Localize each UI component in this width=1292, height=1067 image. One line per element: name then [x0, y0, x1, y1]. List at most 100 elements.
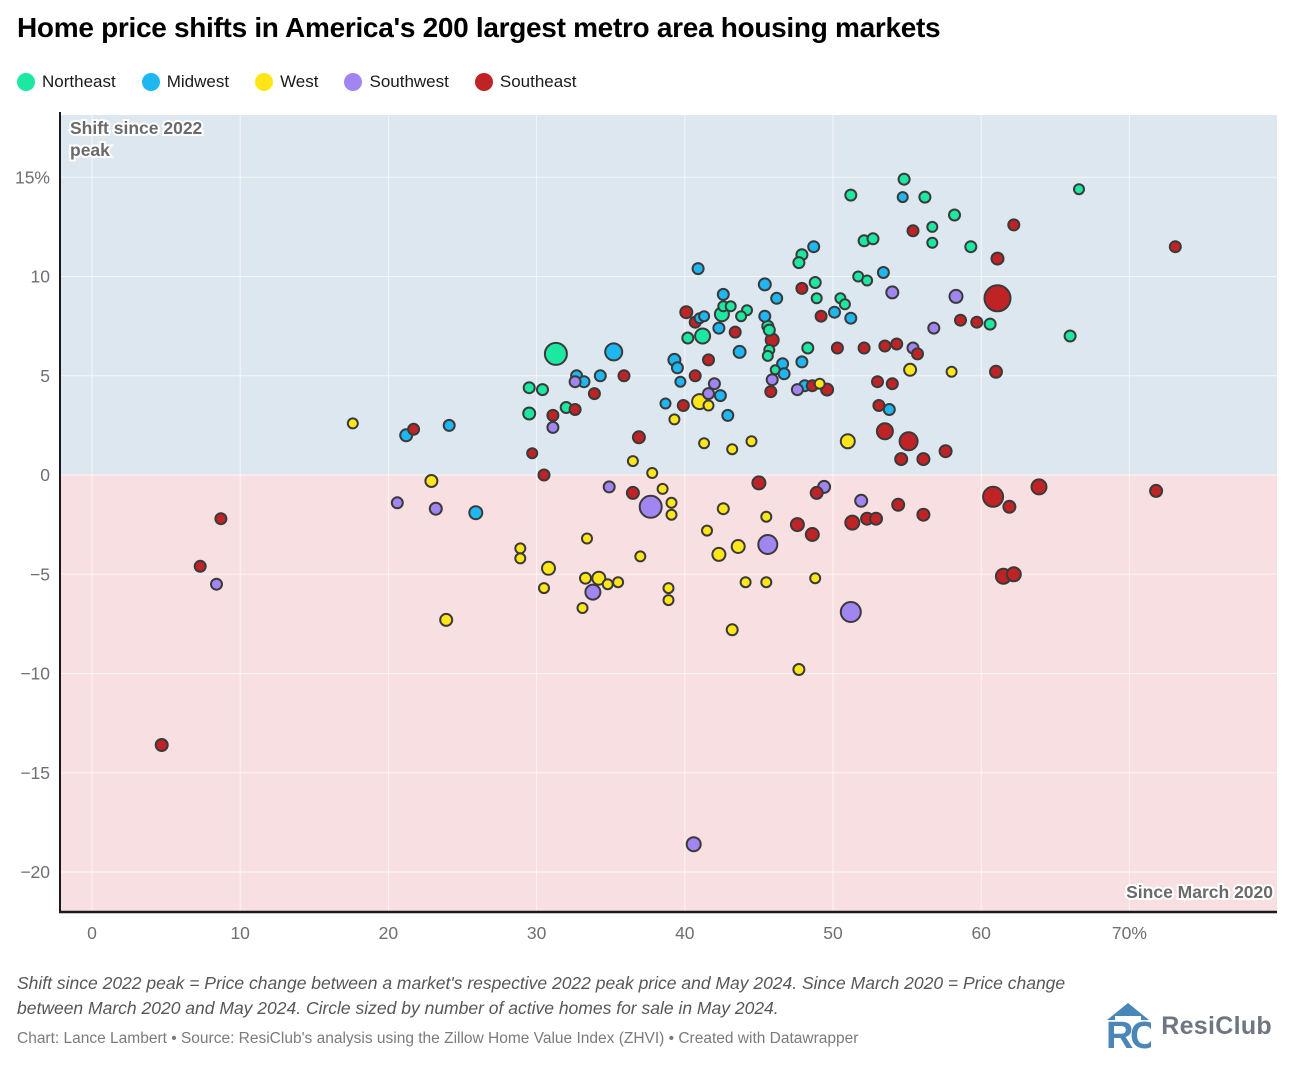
data-point[interactable] [792, 663, 806, 676]
data-point[interactable] [762, 323, 776, 337]
data-point[interactable] [898, 431, 919, 452]
data-point[interactable] [716, 502, 730, 516]
data-point[interactable] [662, 594, 675, 607]
data-point[interactable] [638, 494, 663, 519]
data-point[interactable] [646, 467, 659, 479]
data-point[interactable] [906, 224, 920, 238]
data-point[interactable] [844, 188, 858, 202]
data-point[interactable] [885, 377, 899, 391]
data-point[interactable] [866, 232, 880, 246]
data-point[interactable] [813, 377, 826, 390]
data-point[interactable] [789, 517, 805, 533]
data-point[interactable] [526, 447, 539, 460]
data-point[interactable] [761, 349, 774, 362]
data-point[interactable] [945, 365, 958, 378]
data-point[interactable] [869, 511, 883, 526]
data-point[interactable] [656, 482, 669, 495]
legend-item-northeast[interactable]: Northeast [17, 72, 116, 92]
data-point[interactable] [732, 344, 747, 359]
data-point[interactable] [442, 418, 456, 432]
data-point[interactable] [724, 300, 737, 313]
data-point[interactable] [918, 190, 932, 204]
data-point[interactable] [989, 364, 1003, 379]
data-point[interactable] [927, 321, 941, 335]
data-point[interactable] [702, 399, 715, 412]
data-point[interactable] [990, 251, 1005, 266]
data-point[interactable] [751, 475, 767, 491]
data-point[interactable] [757, 534, 779, 555]
data-point[interactable] [716, 287, 730, 301]
data-point[interactable] [670, 361, 684, 375]
data-point[interactable] [665, 496, 678, 509]
data-point[interactable] [468, 505, 484, 521]
data-point[interactable] [916, 452, 931, 467]
data-point[interactable] [584, 583, 602, 601]
data-point[interactable] [970, 315, 984, 329]
data-point[interactable] [694, 327, 712, 345]
data-point[interactable] [568, 375, 582, 389]
data-point[interactable] [809, 485, 824, 500]
data-point[interactable] [894, 452, 909, 467]
data-point[interactable] [711, 546, 727, 562]
data-point[interactable] [602, 480, 616, 494]
data-point[interactable] [634, 550, 647, 563]
legend-item-southwest[interactable]: Southwest [344, 72, 449, 92]
data-point[interactable] [713, 389, 727, 403]
data-point[interactable] [346, 417, 359, 430]
data-point[interactable] [604, 342, 624, 362]
data-point[interactable] [839, 433, 856, 450]
data-point[interactable] [810, 292, 823, 305]
data-point[interactable] [809, 572, 822, 585]
data-point[interactable] [911, 347, 924, 361]
data-point[interactable] [1168, 240, 1182, 254]
data-point[interactable] [758, 309, 772, 323]
data-point[interactable] [770, 291, 784, 305]
data-point[interactable] [875, 422, 894, 441]
data-point[interactable] [679, 305, 694, 320]
data-point[interactable] [735, 310, 748, 323]
data-point[interactable] [428, 501, 443, 516]
data-point[interactable] [726, 443, 739, 456]
data-point[interactable] [1030, 478, 1048, 496]
data-point[interactable] [665, 508, 678, 521]
data-point[interactable] [804, 527, 820, 542]
data-point[interactable] [808, 276, 822, 289]
data-point[interactable] [760, 510, 773, 523]
data-point[interactable] [878, 339, 892, 353]
data-point[interactable] [612, 576, 625, 589]
data-point[interactable] [807, 240, 821, 254]
data-point[interactable] [769, 364, 781, 376]
data-point[interactable] [587, 387, 601, 401]
data-point[interactable] [662, 582, 675, 595]
data-point[interactable] [698, 310, 711, 323]
data-point[interactable] [764, 385, 778, 399]
data-point[interactable] [721, 408, 735, 422]
data-point[interactable] [890, 337, 904, 351]
data-point[interactable] [983, 317, 997, 331]
data-point[interactable] [617, 369, 631, 383]
data-point[interactable] [691, 262, 705, 276]
data-point[interactable] [591, 570, 607, 586]
data-point[interactable] [801, 341, 815, 355]
legend-item-west[interactable]: West [255, 72, 318, 92]
data-point[interactable] [593, 369, 607, 383]
data-point[interactable] [964, 240, 978, 254]
data-point[interactable] [514, 552, 527, 565]
data-point[interactable] [745, 435, 758, 448]
data-point[interactable] [407, 422, 421, 436]
data-point[interactable] [576, 602, 589, 614]
data-point[interactable] [712, 321, 726, 335]
data-point[interactable] [702, 353, 715, 367]
data-point[interactable] [674, 375, 687, 388]
data-point[interactable] [903, 362, 918, 377]
data-point[interactable] [625, 485, 640, 500]
data-point[interactable] [601, 578, 614, 591]
data-point[interactable] [214, 512, 228, 526]
data-point[interactable] [568, 403, 582, 416]
data-point[interactable] [537, 468, 551, 482]
data-point[interactable] [1149, 483, 1164, 498]
data-point[interactable] [954, 313, 967, 327]
data-point[interactable] [757, 277, 772, 292]
data-point[interactable] [701, 524, 713, 537]
data-point[interactable] [926, 220, 939, 233]
